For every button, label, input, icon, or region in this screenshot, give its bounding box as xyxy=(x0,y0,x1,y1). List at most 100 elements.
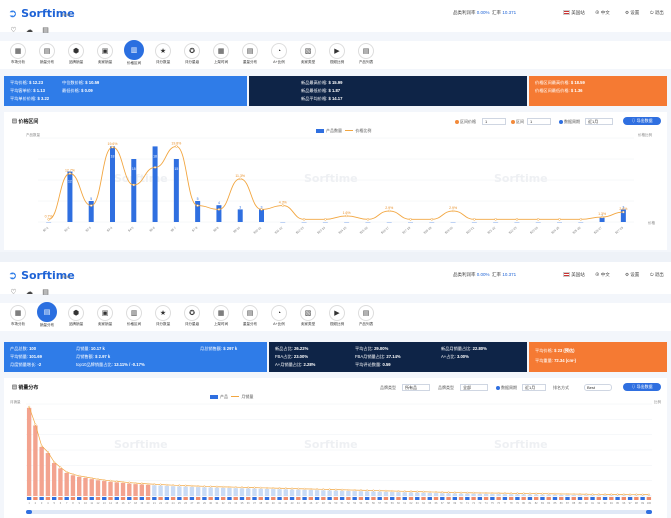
bar[interactable] xyxy=(252,488,257,496)
bar[interactable] xyxy=(371,491,376,496)
line-point[interactable] xyxy=(604,493,607,496)
bar[interactable] xyxy=(277,489,282,496)
line-point[interactable] xyxy=(491,492,494,495)
bar[interactable] xyxy=(26,407,32,496)
bar[interactable] xyxy=(189,486,195,496)
bar[interactable] xyxy=(83,477,88,496)
line-point[interactable] xyxy=(309,488,312,491)
line-point[interactable] xyxy=(40,444,43,447)
line-point[interactable] xyxy=(302,218,306,221)
bar[interactable] xyxy=(33,425,38,496)
line-point[interactable] xyxy=(579,493,582,496)
line-point[interactable] xyxy=(387,209,391,213)
line-point[interactable] xyxy=(591,493,594,496)
bar[interactable] xyxy=(131,159,137,222)
bar[interactable] xyxy=(552,494,558,496)
line-point[interactable] xyxy=(153,483,156,486)
list-icon[interactable]: ▤ xyxy=(42,27,49,34)
bar[interactable] xyxy=(408,492,414,496)
bar[interactable] xyxy=(602,495,608,496)
line-point[interactable] xyxy=(528,492,531,495)
tool-item[interactable]: ▣ 卖家销量 xyxy=(93,305,117,327)
bar[interactable] xyxy=(239,488,245,496)
bar[interactable] xyxy=(139,484,145,497)
bar[interactable] xyxy=(133,484,138,496)
line-point[interactable] xyxy=(353,489,356,492)
bar[interactable] xyxy=(621,495,627,496)
line-point[interactable] xyxy=(622,493,625,496)
tool-item[interactable]: ★ 评分数量 xyxy=(151,305,175,327)
bar[interactable] xyxy=(145,484,151,496)
line-point[interactable] xyxy=(409,218,412,221)
line-point[interactable] xyxy=(366,218,370,221)
bar[interactable] xyxy=(521,494,526,496)
bar[interactable] xyxy=(58,468,63,496)
export-button[interactable]: ⇩ 导出数据 xyxy=(623,383,661,391)
line-point[interactable] xyxy=(378,489,381,492)
tool-item[interactable]: ▶ 视频比例 xyxy=(325,43,349,65)
bar[interactable] xyxy=(110,146,115,222)
bar[interactable] xyxy=(321,490,326,496)
bar[interactable] xyxy=(220,487,226,496)
sort-select[interactable]: Best xyxy=(584,384,612,391)
tool-item[interactable]: ⬢ 品牌销量 xyxy=(64,305,88,327)
bar[interactable] xyxy=(427,492,432,496)
bar[interactable] xyxy=(314,490,320,496)
line-point[interactable] xyxy=(281,204,285,207)
line-point[interactable] xyxy=(165,483,168,486)
bar[interactable] xyxy=(95,480,101,496)
bar[interactable] xyxy=(402,492,407,496)
bar[interactable] xyxy=(577,495,583,496)
line-point[interactable] xyxy=(178,484,181,487)
line-point[interactable] xyxy=(397,490,400,493)
bar[interactable] xyxy=(452,493,458,496)
line-point[interactable] xyxy=(272,487,275,490)
bar[interactable] xyxy=(508,494,514,496)
bar[interactable] xyxy=(233,488,238,496)
line-point[interactable] xyxy=(84,475,87,478)
bar[interactable] xyxy=(296,489,301,496)
line-point[interactable] xyxy=(297,487,300,490)
line-point[interactable] xyxy=(473,218,476,221)
line-point[interactable] xyxy=(472,491,475,494)
line-point[interactable] xyxy=(153,166,157,169)
bar[interactable] xyxy=(259,209,264,222)
bar[interactable] xyxy=(164,485,170,496)
line-point[interactable] xyxy=(215,485,218,488)
bar[interactable] xyxy=(596,495,601,496)
line-point[interactable] xyxy=(284,487,287,490)
line-point[interactable] xyxy=(460,491,463,494)
line-point[interactable] xyxy=(134,482,137,485)
bar[interactable] xyxy=(352,491,357,496)
bar[interactable] xyxy=(152,485,157,496)
bar[interactable] xyxy=(383,491,389,496)
bar[interactable] xyxy=(170,486,176,496)
line-point[interactable] xyxy=(503,492,506,495)
line-point[interactable] xyxy=(510,492,513,495)
line-point[interactable] xyxy=(217,208,221,211)
bar[interactable] xyxy=(599,217,605,222)
line-point[interactable] xyxy=(71,473,74,476)
tool-item[interactable]: ◔ A+比例 xyxy=(267,43,291,65)
bar[interactable] xyxy=(283,489,288,496)
bar[interactable] xyxy=(415,492,420,496)
line-point[interactable] xyxy=(610,493,613,496)
line-point[interactable] xyxy=(478,491,481,494)
line-point[interactable] xyxy=(553,492,556,495)
tool-item[interactable]: ▶ 视频比例 xyxy=(325,305,349,327)
line-point[interactable] xyxy=(345,214,348,218)
line-point[interactable] xyxy=(535,492,538,495)
line-point[interactable] xyxy=(391,490,394,493)
line-point[interactable] xyxy=(324,218,327,221)
line-point[interactable] xyxy=(522,492,525,495)
line-point[interactable] xyxy=(447,491,450,494)
bar[interactable] xyxy=(237,209,243,222)
bar[interactable] xyxy=(246,488,251,496)
bar[interactable] xyxy=(502,494,508,496)
line-point[interactable] xyxy=(347,488,350,491)
bar[interactable] xyxy=(390,492,395,496)
tool-item[interactable]: ▦ 市场分析 xyxy=(6,43,30,65)
line-point[interactable] xyxy=(103,479,106,482)
bar[interactable] xyxy=(70,475,76,496)
line-point[interactable] xyxy=(536,218,540,221)
